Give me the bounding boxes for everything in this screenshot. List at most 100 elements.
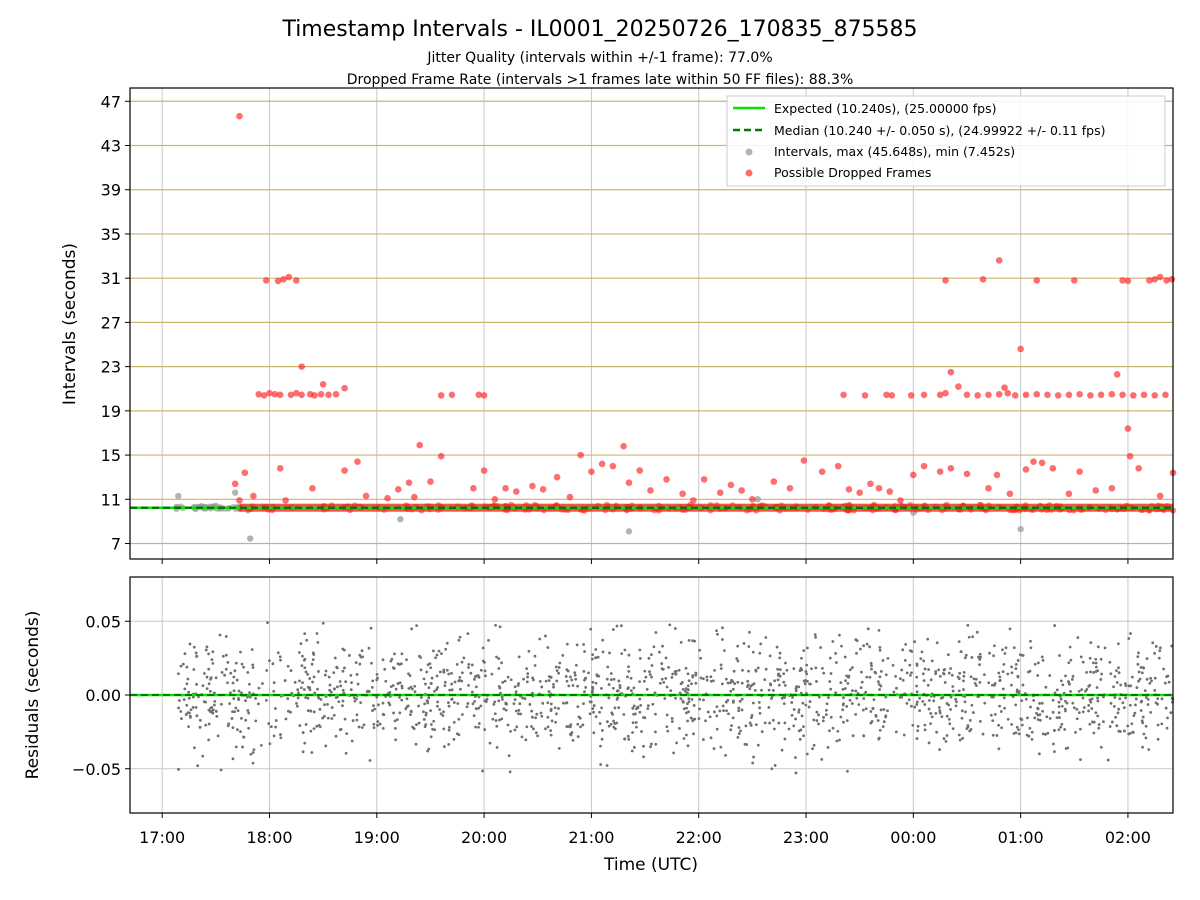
residual-point: [1129, 632, 1132, 635]
dropped-frame-point: [282, 497, 289, 504]
dropped-frame-point: [416, 441, 424, 449]
residual-point: [269, 725, 273, 729]
residual-point: [393, 652, 396, 656]
residual-point: [969, 675, 973, 679]
residual-point: [513, 728, 517, 732]
residual-point: [599, 763, 603, 766]
residual-point: [687, 700, 691, 703]
residual-point: [845, 704, 849, 708]
residual-point: [803, 682, 807, 686]
residual-point: [1158, 649, 1162, 653]
residual-point: [884, 673, 888, 677]
residual-point: [675, 741, 679, 745]
x-tick-label: 18:00: [246, 828, 292, 847]
residual-point: [698, 707, 701, 711]
residual-point: [630, 749, 634, 753]
residual-point: [355, 673, 359, 676]
residual-point: [1140, 719, 1144, 723]
residual-point: [642, 755, 645, 759]
dropped-frame-point: [888, 392, 896, 399]
residual-point: [447, 672, 451, 676]
residual-point: [841, 688, 845, 691]
residual-point: [998, 704, 1001, 708]
residual-point: [674, 669, 678, 673]
residual-point: [634, 712, 637, 716]
residual-point: [993, 712, 997, 716]
residual-point: [514, 690, 518, 694]
residual-point: [1117, 729, 1121, 733]
residual-point: [635, 725, 638, 729]
dropped-frame-point: [749, 495, 756, 503]
residual-point: [252, 748, 256, 752]
residual-point: [864, 690, 868, 694]
residual-point: [705, 678, 709, 682]
dropped-frame-point: [271, 390, 279, 398]
residual-point: [509, 730, 512, 733]
residual-point: [916, 724, 920, 728]
residual-point: [851, 734, 855, 738]
residual-point: [943, 668, 947, 671]
residual-point: [841, 708, 845, 712]
residual-point: [1017, 732, 1021, 736]
residual-point: [1157, 656, 1161, 660]
residual-point: [327, 675, 331, 679]
residual-point: [211, 650, 215, 654]
residual-point: [778, 651, 782, 655]
residual-point: [187, 725, 191, 729]
residual-point: [476, 674, 480, 677]
residual-point: [1039, 718, 1042, 722]
residual-point: [670, 720, 674, 723]
residual-point: [271, 662, 275, 666]
residual-point: [533, 664, 537, 667]
residual-point: [771, 718, 775, 722]
residual-point: [430, 676, 434, 680]
residual-point: [547, 679, 551, 682]
residual-point: [1057, 711, 1061, 715]
dropped-frame-point: [947, 465, 955, 472]
residual-point: [303, 666, 307, 670]
residual-point: [201, 684, 205, 688]
residual-point: [1094, 670, 1098, 673]
residual-point: [611, 686, 615, 690]
residual-point: [615, 624, 619, 628]
residual-point: [497, 699, 501, 703]
residual-point: [474, 707, 478, 711]
residual-point: [1156, 737, 1160, 741]
residual-point: [981, 732, 985, 736]
residual-point: [626, 734, 630, 738]
residual-point: [612, 719, 615, 723]
residual-point: [1156, 697, 1160, 701]
residual-point: [495, 746, 499, 749]
residual-point: [302, 688, 306, 691]
residual-point: [500, 661, 503, 665]
dropped-frame-point: [276, 391, 284, 399]
dropped-frame-point: [995, 257, 1003, 264]
dropped-frame-point: [241, 469, 249, 477]
dropped-frame-point: [716, 489, 724, 496]
residual-point: [978, 663, 981, 667]
residual-point: [1021, 683, 1025, 687]
residual-point: [431, 649, 435, 653]
residual-point: [1072, 706, 1076, 710]
residual-point: [951, 689, 955, 693]
dropped-frame-point: [985, 484, 992, 492]
residual-point: [376, 676, 379, 680]
residual-point: [713, 710, 716, 714]
residual-point: [297, 691, 300, 695]
residual-point: [229, 671, 233, 675]
residual-point: [588, 712, 592, 716]
residual-point: [638, 657, 642, 660]
residual-point: [701, 677, 705, 681]
residual-point: [438, 708, 442, 711]
residual-point: [437, 649, 441, 653]
residual-point: [297, 651, 301, 654]
residual-point: [995, 734, 999, 737]
residual-point: [339, 684, 343, 688]
residual-point: [569, 723, 573, 726]
residual-point: [417, 704, 420, 708]
residual-point: [316, 695, 320, 699]
residual-point: [966, 623, 970, 627]
residual-point: [312, 727, 316, 730]
residual-point: [522, 677, 525, 681]
residual-point: [881, 659, 885, 662]
